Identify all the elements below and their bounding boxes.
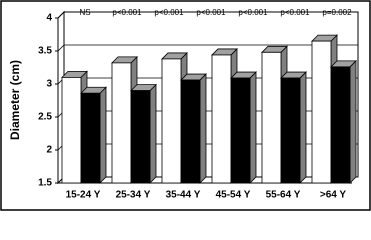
bar [130, 90, 151, 184]
y-tick-label: 2 [46, 145, 52, 156]
bar [211, 54, 232, 184]
x-tick-label: 25-34 Y [116, 190, 151, 201]
x-tick-label: 15-24 Y [66, 190, 101, 201]
grid-line [57, 44, 65, 52]
y-tick-label: 4 [46, 13, 52, 24]
y-tick-label: 1.5 [38, 178, 52, 189]
bar [111, 62, 132, 184]
grid-line [57, 11, 65, 19]
bar [61, 77, 82, 184]
bar-side [99, 86, 107, 184]
bar-side [149, 83, 157, 184]
bar [330, 66, 351, 184]
bar [230, 77, 251, 184]
bar-side [199, 73, 207, 184]
y-axis-label: Diameter (cm) [8, 60, 22, 140]
x-tick-label: >64 Y [320, 190, 347, 201]
y-tick-label: 2.5 [38, 112, 52, 123]
bar-side [299, 71, 307, 184]
annotation: p<0.001 [238, 8, 268, 17]
bar [311, 40, 332, 184]
annotation: p<0.001 [196, 8, 226, 17]
bar-side [349, 59, 357, 184]
annotation: p<0.001 [154, 8, 184, 17]
annotation: p<0.001 [280, 8, 310, 17]
chart: Diameter (cm) 1.5 2 2.5 3 3.5 4 15-24 Y 25-34 Y… [0, 0, 371, 211]
y-tick-label: 3.5 [38, 46, 52, 57]
annotation: p=0.002 [322, 8, 352, 17]
bar [261, 51, 282, 184]
x-tick-label: 35-44 Y [166, 190, 201, 201]
y-tick-label: 3 [46, 79, 52, 90]
bar [80, 92, 101, 184]
bar [161, 58, 182, 184]
x-tick-label: 55-64 Y [266, 190, 301, 201]
x-tick-label: 45-54 Y [216, 190, 251, 201]
bar [280, 77, 301, 184]
bar [180, 79, 201, 184]
annotation: p<0.001 [112, 8, 142, 17]
bar-side [249, 71, 257, 184]
annotation: NS [79, 8, 90, 17]
